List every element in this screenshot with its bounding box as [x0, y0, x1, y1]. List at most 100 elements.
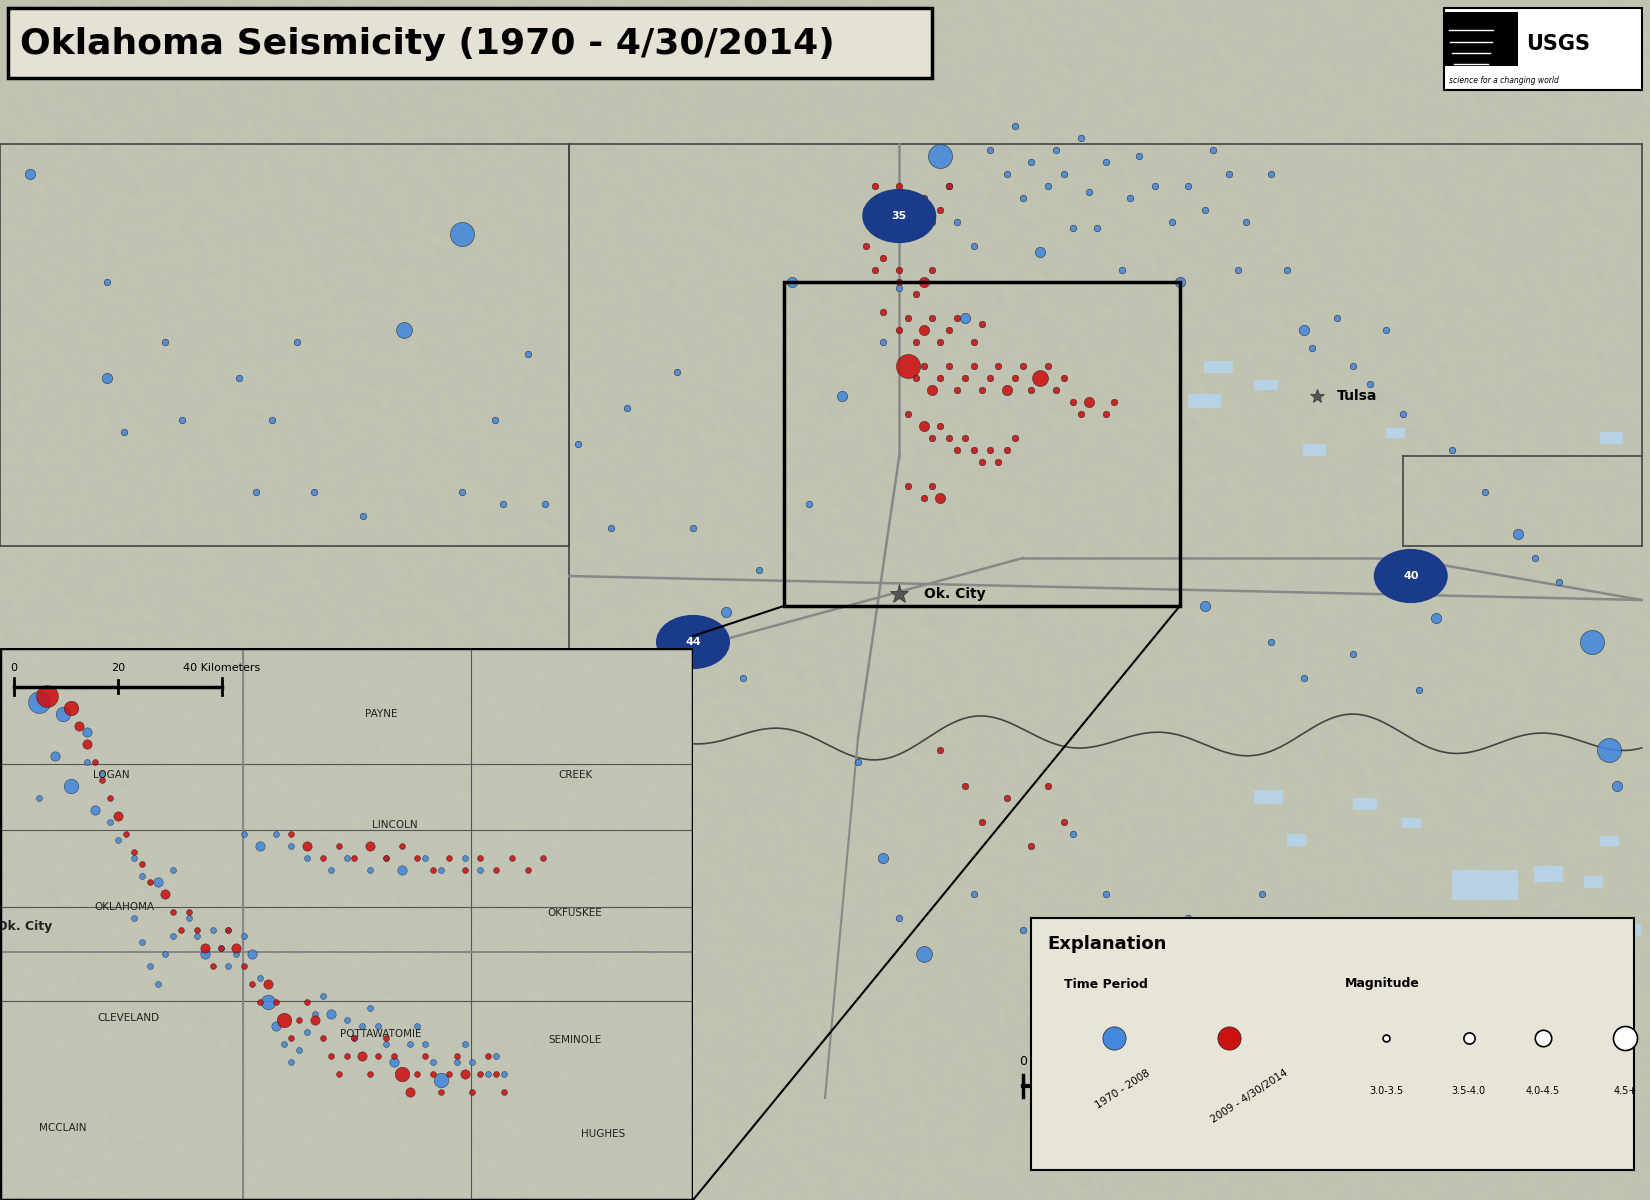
Point	[515, 344, 541, 364]
Text: 40: 40	[1402, 571, 1419, 581]
Point	[239, 944, 266, 964]
Point	[1299, 338, 1325, 358]
Point	[160, 902, 186, 922]
Point	[373, 848, 399, 868]
Text: 0: 0	[10, 662, 18, 673]
Point	[1084, 218, 1110, 238]
Text: Time Period: Time Period	[1064, 978, 1148, 990]
Point	[137, 872, 163, 892]
Point	[404, 848, 431, 868]
Point	[1175, 908, 1201, 928]
Text: Magnitude: Magnitude	[1345, 978, 1419, 990]
Point	[1472, 482, 1498, 502]
Point	[903, 200, 929, 220]
Point	[342, 848, 368, 868]
Point	[1026, 368, 1053, 388]
Point	[870, 848, 896, 868]
Text: HUGHES: HUGHES	[581, 1129, 625, 1139]
Point	[960, 332, 987, 352]
Point	[1101, 1028, 1127, 1048]
Point	[254, 992, 280, 1012]
Point	[911, 944, 937, 964]
Point	[444, 1046, 470, 1066]
Point	[977, 140, 1003, 160]
Point	[356, 998, 383, 1018]
Point	[903, 284, 929, 304]
Text: 2009 - 4/30/2014: 2009 - 4/30/2014	[1209, 1068, 1290, 1126]
Point	[177, 902, 203, 922]
Point	[248, 968, 274, 988]
Point	[779, 272, 805, 292]
Point	[279, 1028, 305, 1048]
Point	[294, 992, 320, 1012]
Point	[1290, 320, 1317, 340]
Point	[853, 236, 879, 256]
Point	[1092, 404, 1119, 424]
Point	[419, 860, 446, 880]
Point	[903, 332, 929, 352]
Bar	[1444, 12, 1518, 66]
Point	[294, 836, 320, 856]
Point	[427, 1082, 454, 1102]
Text: USGS: USGS	[1526, 35, 1591, 54]
Point	[262, 824, 289, 844]
Point	[152, 884, 178, 904]
Point	[317, 860, 343, 880]
Text: OKFUSKEE: OKFUSKEE	[548, 908, 602, 918]
Point	[1076, 392, 1102, 412]
Point	[1216, 164, 1242, 184]
Point	[129, 932, 155, 952]
Point	[73, 734, 99, 754]
Point	[886, 908, 912, 928]
Point	[396, 1034, 422, 1054]
Point	[388, 836, 414, 856]
Point	[952, 428, 978, 448]
Point	[944, 380, 970, 400]
Point	[1035, 176, 1061, 196]
Point	[498, 848, 525, 868]
Point	[1546, 572, 1572, 592]
Point	[214, 956, 241, 976]
Point	[1200, 140, 1226, 160]
Point	[490, 494, 516, 514]
Point	[911, 188, 937, 208]
Point	[365, 1046, 391, 1066]
Point	[26, 692, 53, 712]
Point	[1579, 632, 1605, 652]
Point	[200, 956, 226, 976]
Point	[960, 884, 987, 904]
Point	[746, 560, 772, 580]
Point	[81, 752, 107, 772]
Point	[1216, 1028, 1242, 1048]
Point	[985, 452, 1011, 472]
Point	[1051, 812, 1077, 832]
Point	[200, 920, 226, 940]
Point	[894, 308, 921, 328]
Point	[886, 272, 912, 292]
Point	[936, 320, 962, 340]
Point	[262, 992, 289, 1012]
Point	[248, 836, 274, 856]
Point	[419, 1052, 446, 1072]
Point	[993, 788, 1020, 808]
Point	[444, 1052, 470, 1072]
Point	[1505, 524, 1531, 544]
Point	[713, 602, 739, 622]
Point	[404, 1064, 431, 1084]
Point	[1208, 968, 1234, 988]
Point	[969, 380, 995, 400]
Point	[1249, 884, 1275, 904]
Point	[1142, 956, 1168, 976]
Point	[960, 356, 987, 376]
Text: Oklahoma Seismicity (1970 - 4/30/2014): Oklahoma Seismicity (1970 - 4/30/2014)	[20, 28, 835, 61]
Point	[663, 362, 690, 382]
Point	[160, 860, 186, 880]
Point	[271, 1010, 297, 1030]
Point	[106, 830, 132, 850]
Point	[853, 200, 879, 220]
Point	[1158, 212, 1185, 232]
Point	[1455, 1028, 1482, 1048]
Point	[894, 476, 921, 496]
Point	[208, 938, 234, 958]
Text: 50: 50	[1172, 1055, 1188, 1068]
